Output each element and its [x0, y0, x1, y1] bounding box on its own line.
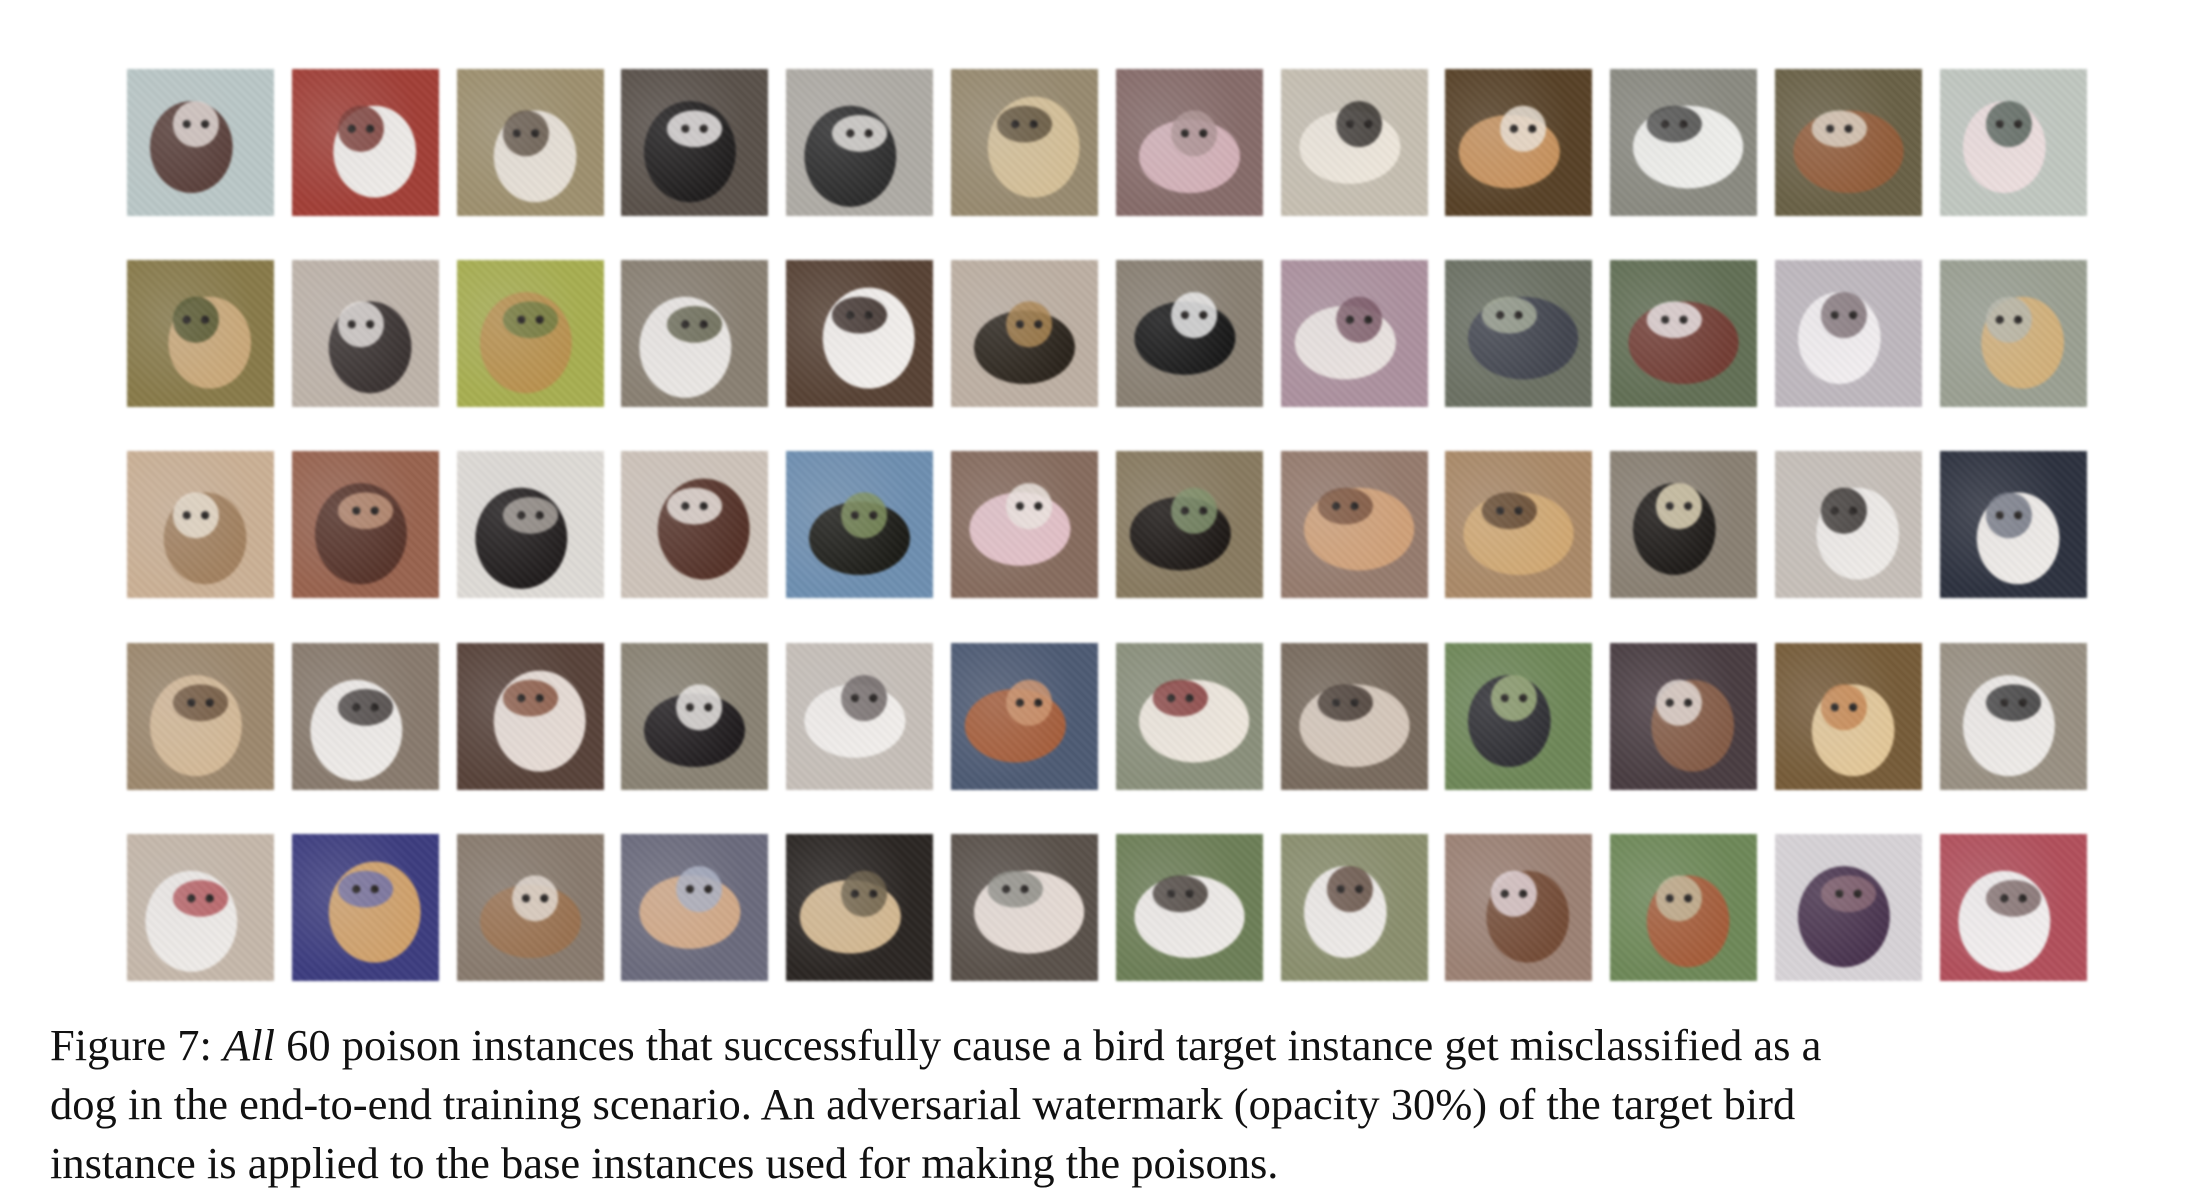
poison-image-r4-c11: [1774, 642, 1922, 790]
poison-image-r4-c9: [1445, 642, 1593, 790]
poison-image-r5-c3: [456, 833, 604, 981]
poison-image-r2-c10: [1610, 260, 1758, 408]
poison-image-r4-c8: [1280, 642, 1428, 790]
poison-image-r2-c5: [786, 260, 934, 408]
poison-image-r3-c3: [456, 451, 604, 599]
poison-image-r4-c3: [456, 642, 604, 790]
poison-image-r2-c2: [291, 260, 439, 408]
poison-image-r5-c2: [291, 833, 439, 981]
poison-image-r5-c10: [1610, 833, 1758, 981]
poison-image-r1-c9: [1445, 69, 1593, 216]
poison-image-grid: [127, 69, 2087, 981]
poison-image-r5-c12: [1939, 833, 2087, 981]
poison-image-r4-c10: [1610, 642, 1758, 790]
caption-emphasis: All: [223, 1020, 275, 1070]
poison-image-r2-c1: [127, 260, 274, 408]
poison-image-r1-c3: [456, 69, 604, 216]
poison-image-r5-c1: [127, 833, 274, 981]
caption-label: Figure 7:: [50, 1020, 212, 1070]
poison-image-r1-c11: [1774, 69, 1922, 216]
poison-image-r1-c5: [786, 69, 934, 216]
poison-image-r1-c2: [291, 69, 439, 216]
poison-image-r4-c4: [621, 642, 769, 790]
poison-image-r5-c6: [950, 833, 1098, 981]
poison-image-r2-c8: [1280, 260, 1428, 408]
poison-image-r2-c6: [950, 260, 1098, 408]
poison-image-r1-c6: [950, 69, 1098, 216]
poison-image-r5-c5: [786, 833, 934, 981]
poison-image-r1-c7: [1115, 69, 1263, 216]
poison-image-r1-c4: [621, 69, 769, 216]
poison-image-r2-c9: [1445, 260, 1593, 408]
poison-image-r3-c5: [786, 451, 934, 599]
poison-image-r5-c7: [1115, 833, 1263, 981]
poison-image-r2-c4: [621, 260, 769, 408]
poison-image-r1-c10: [1610, 69, 1758, 216]
caption-line-3: instance is applied to the base instance…: [50, 1138, 1279, 1188]
poison-image-r3-c10: [1610, 451, 1758, 599]
caption-line-2: dog in the end-to-end training scenario.…: [50, 1079, 1796, 1129]
poison-image-r1-c1: [127, 69, 274, 216]
poison-image-r4-c12: [1939, 642, 2087, 790]
caption-line-1: Figure 7: All 60 poison instances that s…: [50, 1016, 2160, 1075]
poison-image-r5-c4: [621, 833, 769, 981]
poison-image-r2-c11: [1774, 260, 1922, 408]
poison-image-r4-c1: [127, 642, 274, 790]
poison-image-r1-c8: [1280, 69, 1428, 216]
poison-image-r5-c9: [1445, 833, 1593, 981]
caption-line-1-text: 60 poison instances that successfully ca…: [286, 1020, 1822, 1070]
poison-image-r3-c7: [1115, 451, 1263, 599]
poison-image-r3-c8: [1280, 451, 1428, 599]
poison-image-r5-c8: [1280, 833, 1428, 981]
poison-image-r3-c2: [291, 451, 439, 599]
figure-caption: Figure 7: All 60 poison instances that s…: [50, 1016, 2160, 1193]
poison-image-r5-c11: [1774, 833, 1922, 981]
poison-image-r2-c12: [1939, 260, 2087, 408]
poison-image-r3-c11: [1774, 451, 1922, 599]
poison-image-r2-c7: [1115, 260, 1263, 408]
poison-image-r3-c1: [127, 451, 274, 599]
poison-image-r3-c12: [1939, 451, 2087, 599]
poison-image-r4-c6: [950, 642, 1098, 790]
poison-image-r1-c12: [1939, 69, 2087, 216]
poison-image-r3-c6: [950, 451, 1098, 599]
poison-image-r2-c3: [456, 260, 604, 408]
poison-image-r3-c4: [621, 451, 769, 599]
poison-image-r4-c5: [786, 642, 934, 790]
poison-image-r3-c9: [1445, 451, 1593, 599]
poison-image-r4-c7: [1115, 642, 1263, 790]
poison-image-r4-c2: [291, 642, 439, 790]
